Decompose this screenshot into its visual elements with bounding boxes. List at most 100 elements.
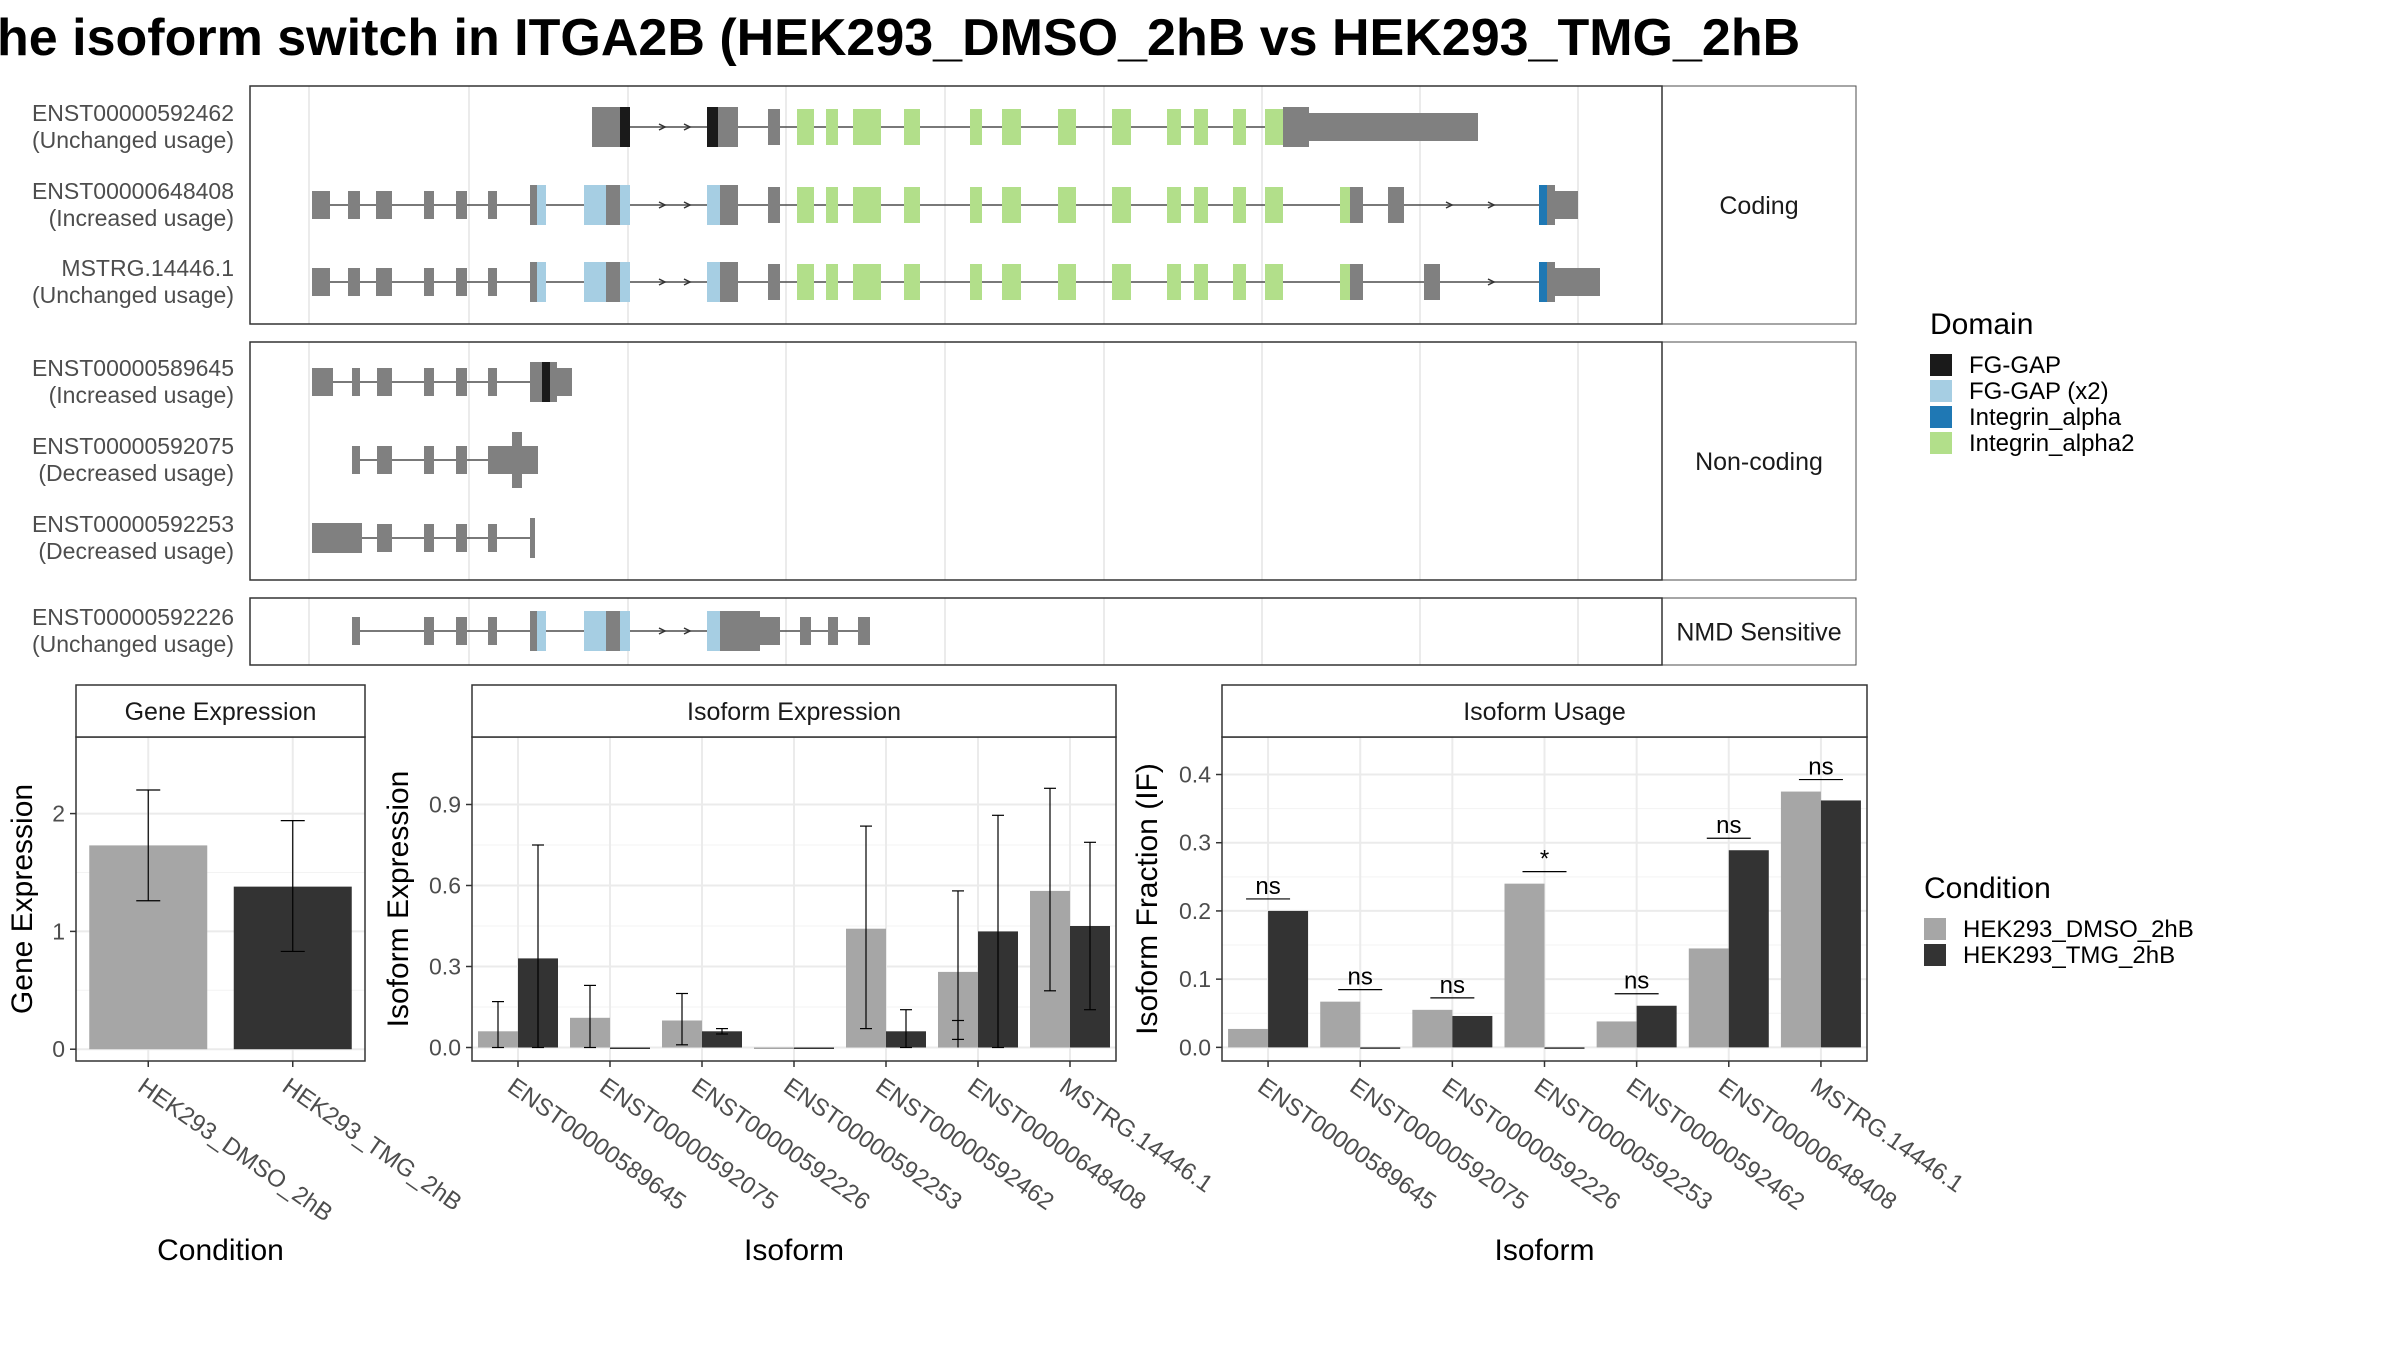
- significance-label: ns: [1348, 964, 1373, 991]
- domain-exon: [707, 185, 720, 225]
- domain-exon: [1058, 109, 1076, 145]
- legend-swatch: [1930, 406, 1952, 428]
- bar: [1268, 910, 1309, 1048]
- domain-exon: [584, 262, 606, 302]
- exon: [424, 446, 434, 474]
- strand-arrow: [658, 278, 667, 286]
- x-tick-label: MSTRG.14446.1: [1055, 1073, 1218, 1198]
- exon: [456, 268, 467, 296]
- exon: [456, 191, 467, 219]
- legend-swatch: [1924, 944, 1946, 966]
- domain-exon: [707, 107, 718, 147]
- exon: [312, 368, 333, 396]
- domain-exon: [1058, 187, 1076, 223]
- strand-arrow: [683, 278, 692, 286]
- exon: [424, 191, 434, 219]
- domain-exon: [542, 362, 550, 402]
- y-tick-label: 0.1: [1179, 966, 1211, 992]
- domain-exon: [1265, 264, 1283, 300]
- exon: [606, 262, 620, 302]
- exon: [348, 191, 360, 219]
- bar: [754, 1047, 794, 1049]
- y-tick-label: 0.6: [429, 873, 461, 899]
- exon: [377, 368, 392, 396]
- domain-exon: [826, 109, 838, 145]
- exon: [488, 524, 497, 552]
- facet-strip: [1221, 684, 1868, 738]
- exon: [1547, 185, 1555, 225]
- domain-exon: [970, 264, 982, 300]
- domain-exon: [1112, 264, 1131, 300]
- panel-border: [249, 85, 1663, 325]
- bar: [610, 1047, 650, 1049]
- exon: [456, 524, 467, 552]
- exon: [1555, 268, 1600, 296]
- y-tick-label: 0.2: [1179, 898, 1211, 924]
- domain-exon: [1194, 187, 1208, 223]
- domain-exon: [1194, 264, 1208, 300]
- exon: [718, 107, 738, 147]
- exon: [377, 524, 392, 552]
- chart-panel: ns ns ns * ns ns ns Isoform Usage 0.0 0.1 0.2 0.3 0.…: [1131, 684, 1968, 1267]
- transcript-id: MSTRG.14446.1: [61, 255, 234, 281]
- transcript-id: ENST00000589645: [32, 355, 234, 381]
- figure-title: he isoform switch in ITGA2B (HEK293_DMSO…: [0, 9, 1800, 67]
- legend-label: FG-GAP: [1969, 352, 2061, 379]
- y-tick-label: 0.4: [1179, 762, 1211, 788]
- domain-exon: [797, 187, 814, 223]
- significance-label: ns: [1808, 754, 1833, 781]
- legend-swatch: [1930, 354, 1952, 376]
- exon: [522, 446, 538, 474]
- exon: [376, 268, 392, 296]
- significance-label: ns: [1440, 972, 1465, 999]
- domain-exon: [797, 109, 814, 145]
- exon: [456, 617, 467, 645]
- exon: [1350, 264, 1363, 300]
- exon: [424, 268, 434, 296]
- facet-strip: [1661, 597, 1857, 666]
- domain-exon: [826, 264, 838, 300]
- y-axis-title: Gene Expression: [6, 784, 39, 1014]
- domain-exon: [904, 109, 920, 145]
- exon: [530, 185, 537, 225]
- transcript-id: ENST00000648408: [32, 178, 234, 204]
- legend-label: Integrin_alpha2: [1969, 430, 2134, 457]
- exon: [424, 368, 434, 396]
- bar: [1688, 948, 1729, 1048]
- exon: [352, 368, 360, 396]
- domain-exon: [620, 262, 630, 302]
- strand-arrow: [683, 123, 692, 131]
- strand-arrow: [658, 201, 667, 209]
- significance-label: *: [1540, 846, 1549, 873]
- transcript-usage: (Decreased usage): [38, 460, 234, 486]
- bar: [1780, 791, 1821, 1048]
- exon: [377, 446, 392, 474]
- domain-exon: [1233, 264, 1246, 300]
- strand-arrow: [1445, 201, 1454, 209]
- domain-exon: [1002, 187, 1021, 223]
- exon: [424, 617, 434, 645]
- domain-exon: [1233, 187, 1246, 223]
- bar: [1360, 1047, 1401, 1049]
- domain-exon: [853, 109, 881, 145]
- exon: [488, 268, 497, 296]
- exon: [720, 611, 760, 651]
- domain-exon: [537, 185, 546, 225]
- y-tick-label: 0.9: [429, 792, 461, 818]
- facet-strip-label: Non-coding: [1695, 448, 1823, 476]
- exon: [530, 262, 537, 302]
- significance-label: ns: [1624, 968, 1649, 995]
- transcript-usage: (Unchanged usage): [32, 127, 234, 153]
- significance-label: ns: [1716, 812, 1741, 839]
- exon: [1555, 191, 1578, 219]
- domain-exon: [584, 185, 606, 225]
- bar: [1596, 1021, 1637, 1048]
- domain-exon: [1265, 109, 1283, 145]
- x-axis-title: Condition: [157, 1234, 284, 1267]
- chart-panel: Isoform Expression0.00.30.60.9ENST000005…: [382, 684, 1218, 1267]
- domain-exon: [1167, 109, 1181, 145]
- y-tick-label: 0.0: [1179, 1034, 1211, 1060]
- strand-arrow: [1487, 278, 1496, 286]
- exon: [1547, 262, 1555, 302]
- x-tick-label: MSTRG.14446.1: [1805, 1073, 1968, 1198]
